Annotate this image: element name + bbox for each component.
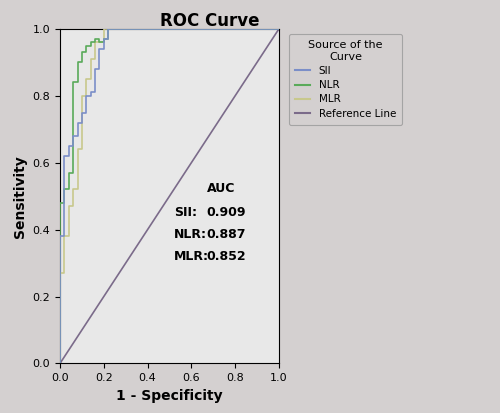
- Text: SII:: SII:: [174, 206, 197, 219]
- Text: 0.887: 0.887: [206, 228, 246, 241]
- Text: ROC Curve: ROC Curve: [160, 12, 260, 31]
- Y-axis label: Sensitivity: Sensitivity: [13, 155, 27, 237]
- Legend: SII, NLR, MLR, Reference Line: SII, NLR, MLR, Reference Line: [288, 34, 403, 125]
- Text: AUC: AUC: [206, 182, 235, 195]
- Text: NLR:: NLR:: [174, 228, 207, 241]
- Text: 0.852: 0.852: [206, 250, 246, 263]
- Text: MLR:: MLR:: [174, 250, 209, 263]
- X-axis label: 1 - Specificity: 1 - Specificity: [116, 389, 223, 403]
- Text: 0.909: 0.909: [206, 206, 246, 219]
